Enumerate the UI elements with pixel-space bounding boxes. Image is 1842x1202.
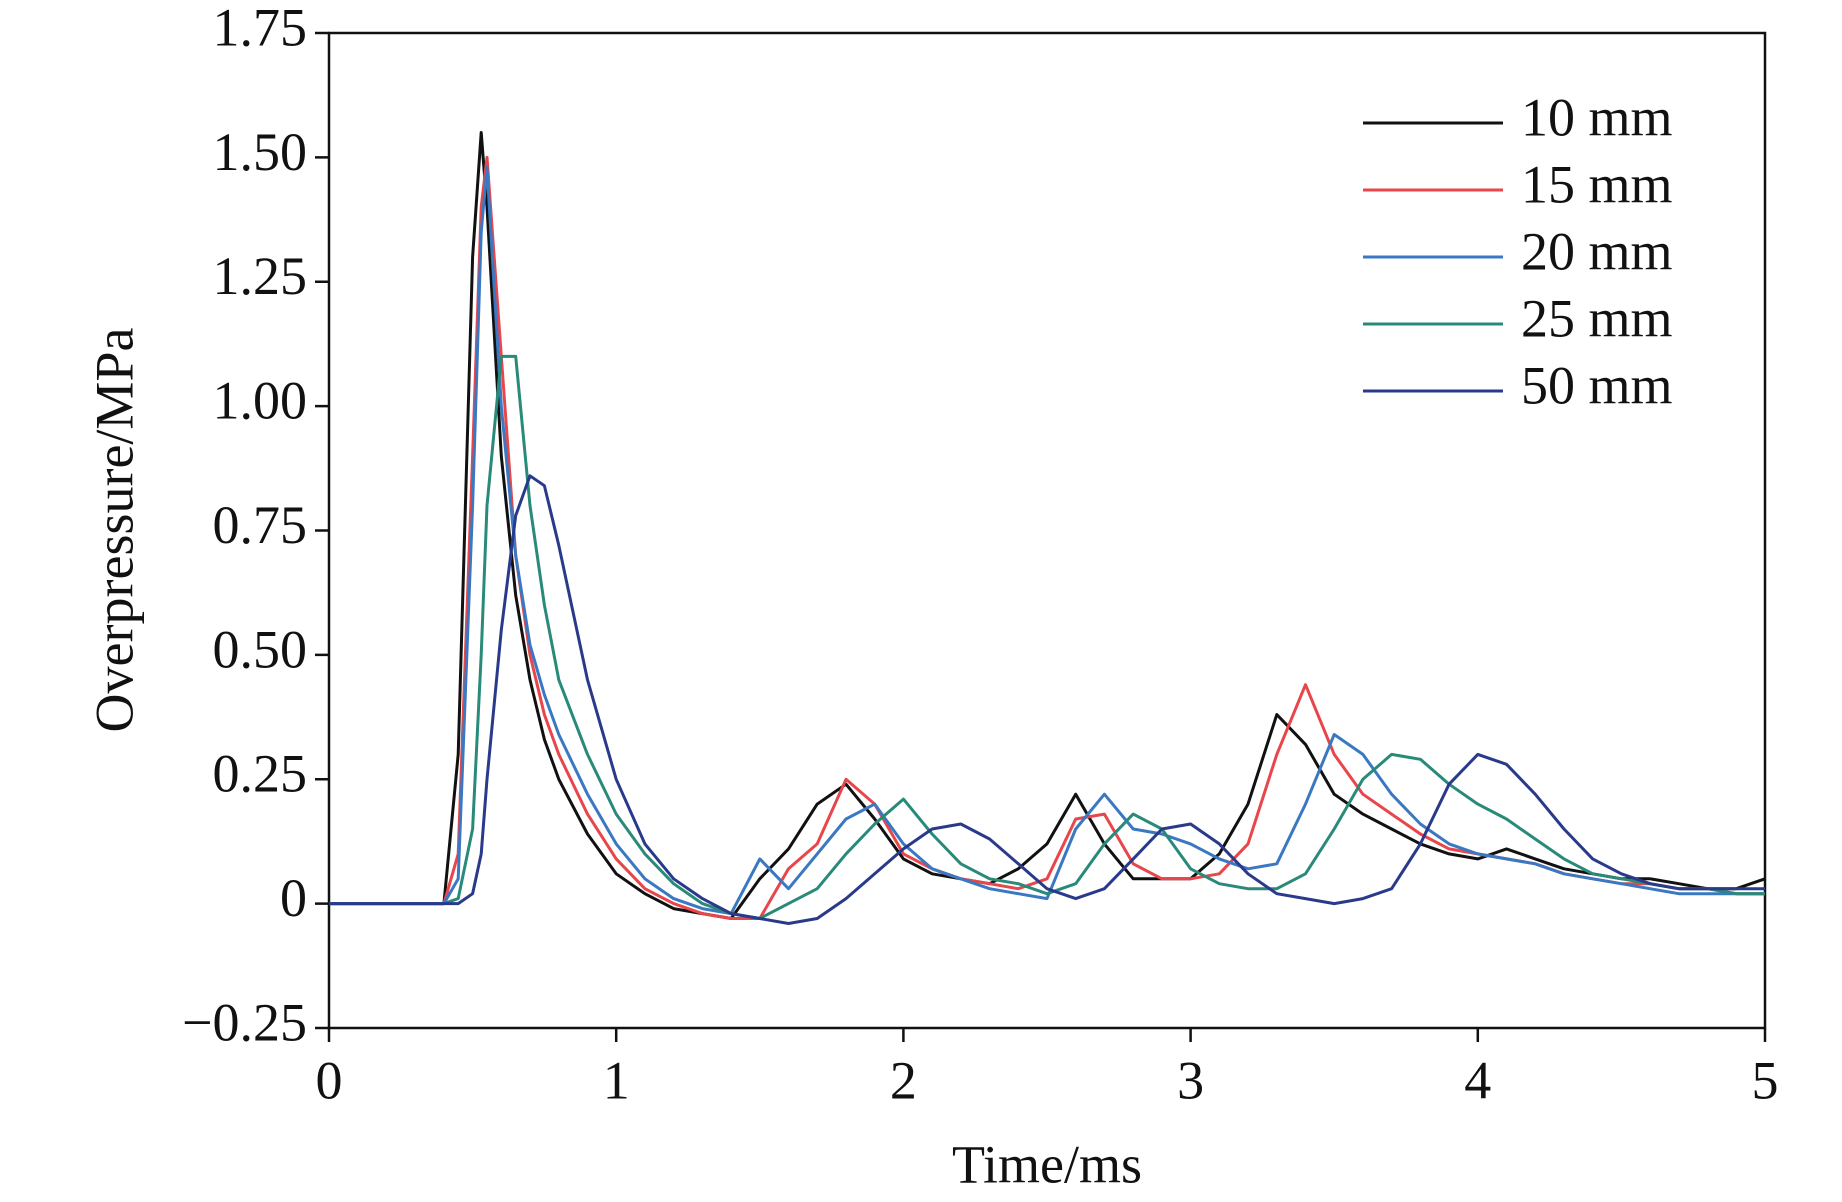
legend-label: 20 mm: [1521, 221, 1673, 281]
y-tick-label: 1.00: [213, 371, 308, 431]
series-line: [329, 165, 1765, 916]
x-tick-label: 4: [1464, 1050, 1491, 1110]
x-tick-label: 1: [603, 1050, 630, 1110]
y-tick-label: 1.25: [213, 246, 308, 306]
y-tick-label: 1.75: [213, 0, 308, 57]
legend-label: 15 mm: [1521, 154, 1673, 214]
x-tick-label: 0: [316, 1050, 343, 1110]
y-tick-label: 1.50: [213, 122, 308, 182]
x-tick-label: 5: [1752, 1050, 1779, 1110]
x-axis-label: Time/ms: [952, 1134, 1142, 1194]
y-tick-label: 0.75: [213, 495, 308, 555]
y-tick-label: 0.25: [213, 744, 308, 804]
series-line: [329, 354, 1765, 920]
legend-label: 25 mm: [1521, 288, 1673, 348]
x-tick-label: 3: [1177, 1050, 1204, 1110]
y-tick-label: 0: [280, 868, 307, 928]
series-line: [329, 131, 1766, 920]
y-tick-label: −0.25: [182, 992, 307, 1052]
y-tick-label: 0.50: [213, 619, 308, 679]
legend-label: 50 mm: [1521, 355, 1673, 415]
y-axis-label: Overpressure/MPa: [84, 328, 144, 733]
legend-label: 10 mm: [1521, 87, 1673, 147]
x-tick-label: 2: [890, 1050, 917, 1110]
series-line: [329, 474, 1765, 925]
